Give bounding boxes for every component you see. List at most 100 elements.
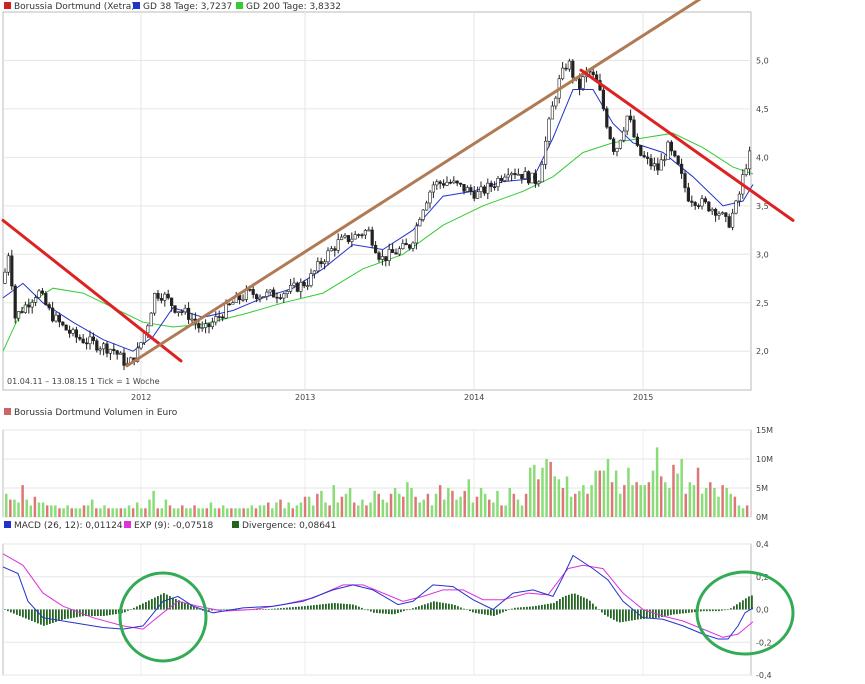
candle-body [554, 97, 558, 107]
candle-body [384, 256, 388, 261]
candle-body [319, 261, 323, 265]
volume-bar [160, 508, 164, 517]
divergence-bar [469, 609, 471, 612]
candle-body [387, 249, 391, 261]
divergence-bar [523, 607, 525, 610]
volume-bar [520, 505, 524, 517]
divergence-bar [502, 609, 504, 613]
candle-body [214, 316, 218, 323]
candle-body [305, 285, 310, 287]
candle-body [275, 296, 279, 299]
divergence-bar [139, 604, 141, 610]
volume-bar [99, 508, 102, 517]
candle-body [356, 234, 361, 236]
trendline-resistance [1, 218, 183, 363]
divergence-bar [154, 597, 156, 610]
legend-macd-label: MACD (26, 12): 0,01124 [14, 521, 123, 531]
candle-body [227, 303, 232, 306]
divergence-bar [457, 606, 459, 610]
candle-body [591, 71, 595, 76]
divergence-bar [463, 608, 465, 610]
divergence-bar [37, 609, 39, 624]
candle-body [703, 198, 707, 203]
volume-bar [553, 476, 557, 517]
divergence-bar [676, 609, 678, 615]
volume-bar [717, 496, 720, 517]
volume-bar [324, 502, 327, 517]
exp-line [2, 553, 754, 638]
divergence-bar [679, 609, 681, 614]
volume-bar [737, 505, 741, 517]
candle-body [516, 173, 520, 176]
volume-bar [447, 488, 450, 517]
volume-bar [578, 490, 581, 517]
divergence-bar [499, 609, 501, 614]
volume-bar [234, 508, 237, 517]
divergence-bar [562, 597, 564, 610]
divergence-bar [472, 609, 474, 613]
volume-bar [606, 459, 610, 517]
volume-bar [373, 490, 376, 517]
candle-body [255, 294, 259, 300]
candle-body [176, 311, 181, 313]
candle-body [683, 173, 687, 189]
volume-bar [668, 488, 671, 517]
volume-bar [586, 493, 589, 517]
divergence-bar [193, 606, 195, 610]
candle-body [33, 297, 38, 303]
candle-body [248, 289, 252, 291]
divergence-bar [610, 609, 612, 619]
divergence-bar [184, 602, 186, 610]
divergence-bar [181, 601, 183, 610]
legend-gd200-label: GD 200 Tage: 3,8332 [246, 2, 341, 12]
candle-body [44, 293, 48, 305]
candle-body [421, 209, 425, 220]
divergence-bar [208, 609, 210, 611]
candle-body [747, 150, 752, 170]
divergence-bar [694, 609, 696, 613]
volume-bar [438, 485, 442, 517]
volume-bar [512, 493, 516, 517]
divergence-bar [571, 593, 573, 610]
candle-body [707, 201, 711, 212]
volume-bar [672, 464, 675, 517]
candle-body [231, 302, 235, 305]
candle-body [520, 173, 524, 179]
macd-y-tick: -0,2 [756, 638, 772, 647]
divergence-bar [466, 609, 468, 610]
volume-bar [295, 505, 299, 517]
divergence-bar [226, 609, 228, 610]
candle-body [482, 186, 487, 194]
candle-body [329, 248, 334, 252]
divergence-bar [727, 609, 729, 610]
divergence-bar [376, 609, 378, 614]
divergence-bar [7, 609, 9, 612]
candle-body [119, 352, 123, 355]
divergence-bar [721, 609, 723, 611]
volume-bar [238, 508, 241, 517]
candle-body [686, 187, 690, 202]
divergence-bar [49, 609, 51, 624]
volume-bar [86, 505, 90, 517]
candle-body [146, 325, 150, 334]
candle-body [713, 208, 718, 216]
divergence-bar [25, 609, 27, 619]
divergence-bar [730, 608, 732, 610]
candle-body [639, 145, 643, 156]
volume-bar [594, 470, 597, 517]
candle-body [108, 348, 112, 354]
volume-bar [545, 459, 548, 517]
divergence-bar [538, 605, 540, 610]
divergence-bar [259, 609, 261, 610]
divergence-bar [700, 609, 702, 612]
volume-bar [377, 493, 380, 517]
divergence-bar [511, 608, 513, 610]
volume-bar [299, 502, 303, 517]
volume-bar [614, 470, 618, 517]
volume-bar [226, 508, 229, 517]
candle-body [68, 329, 72, 334]
candle-body [615, 148, 619, 152]
candle-body [696, 205, 701, 207]
volume-bar [348, 488, 352, 517]
candle-body [662, 159, 667, 161]
